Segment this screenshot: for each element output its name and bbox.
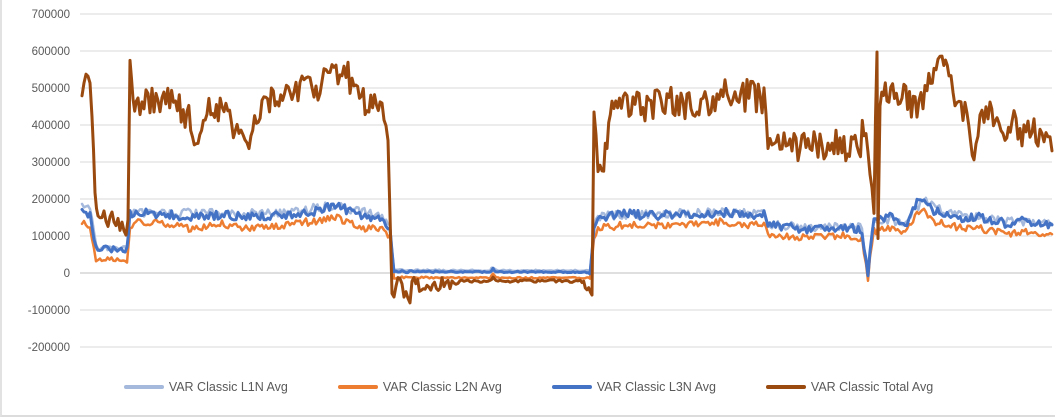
y-axis-tick-label: 200000: [32, 194, 70, 206]
legend-label-l2n: VAR Classic L2N Avg: [382, 380, 502, 394]
y-axis-tick-label: 100000: [32, 231, 70, 243]
y-axis-tick-label: -200000: [28, 342, 70, 354]
legend-swatch-l3n-line: [551, 385, 592, 389]
y-axis-tick-label: 600000: [32, 46, 70, 58]
y-axis-tick-label: 0: [64, 268, 70, 280]
y-axis-tick-label: 700000: [32, 9, 70, 21]
legend-item-l1n: VAR Classic L1N Avg: [123, 380, 288, 394]
legend-label-total: VAR Classic Total Avg: [810, 380, 934, 394]
y-axis-tick-label: -100000: [28, 305, 70, 317]
legend-swatch-l1n-line: [123, 385, 164, 389]
y-axis-tick-label: 400000: [32, 120, 70, 132]
legend-item-total: VAR Classic Total Avg: [765, 380, 934, 394]
chart-legend: VAR Classic L1N Avg VAR Classic L2N Avg …: [2, 377, 1055, 397]
legend-item-l2n: VAR Classic L2N Avg: [337, 380, 502, 394]
legend-label-l3n: VAR Classic L3N Avg: [596, 380, 716, 394]
series-line-l2n: [80, 207, 1054, 283]
legend-swatch-total-line: [765, 385, 806, 389]
legend-label-l1n: VAR Classic L1N Avg: [168, 380, 288, 394]
series-line-total: [80, 50, 1054, 305]
legend-swatch-l2n-line: [337, 385, 378, 389]
series-line-l3n: [80, 197, 1054, 278]
legend-item-l3n: VAR Classic L3N Avg: [551, 380, 716, 394]
y-axis-tick-label: 300000: [32, 157, 70, 169]
y-axis-tick-label: 500000: [32, 83, 70, 95]
